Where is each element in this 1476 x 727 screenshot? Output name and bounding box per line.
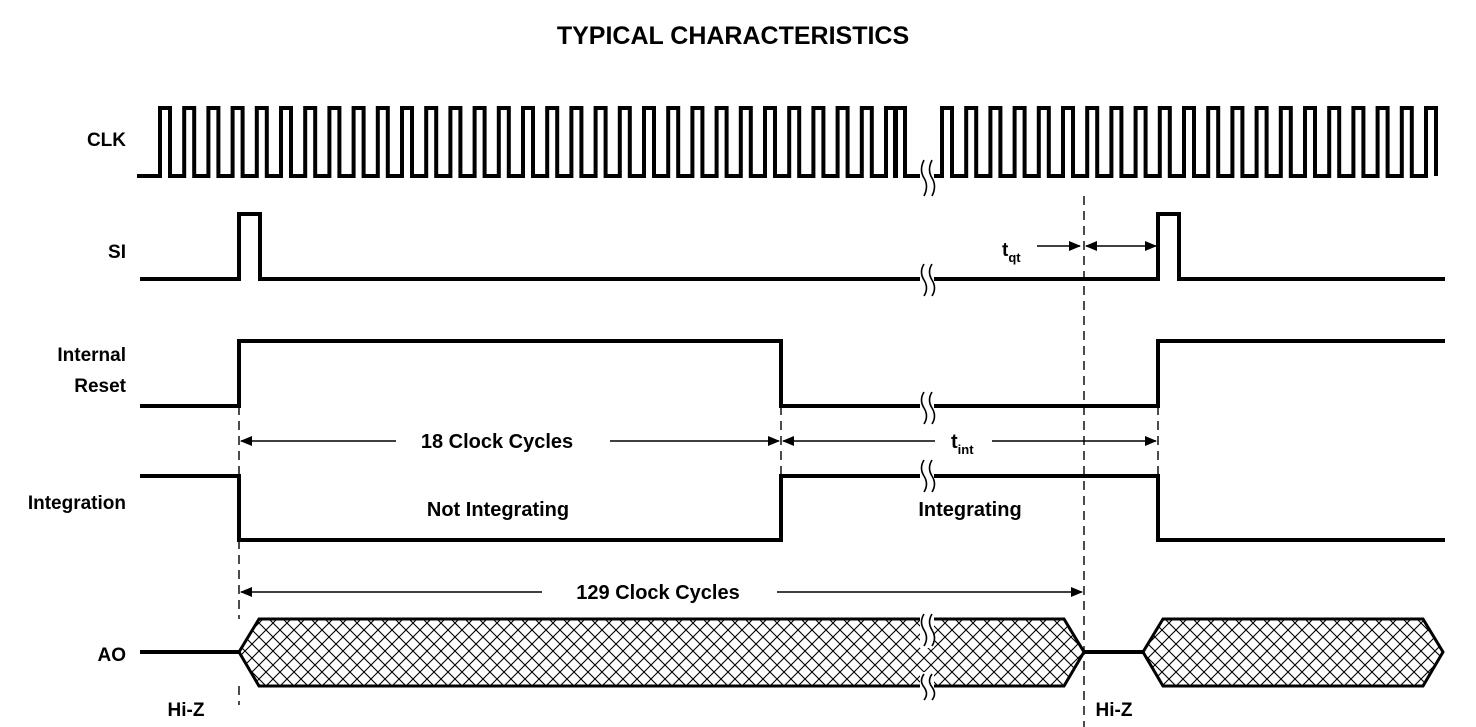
ao-data-valid-block-2 [1141, 617, 1445, 688]
clock18-annotation: 18 Clock Cycles [240, 431, 780, 453]
t-qt-label: tqt [1002, 240, 1021, 265]
internal-reset-waveform [140, 339, 1445, 408]
ao-label: AO [98, 645, 127, 666]
hiz-right-label: Hi-Z [1096, 700, 1133, 721]
t-int-annotation: tint [782, 431, 1157, 457]
si-waveform [140, 212, 1445, 281]
t-qt-annotation: tqt [1002, 240, 1157, 265]
clk-waveform [137, 106, 1438, 178]
integration-waveform [140, 474, 1445, 542]
time-break-marks [920, 158, 936, 702]
integrating-label: Integrating [918, 499, 1021, 521]
ao-data-valid-block-1 [237, 617, 1086, 688]
clock18-label: 18 Clock Cycles [421, 431, 573, 453]
internal-reset-label-line1: Internal [57, 345, 126, 366]
diagram-title: TYPICAL CHARACTERISTICS [557, 22, 909, 50]
integration-label: Integration [28, 493, 126, 514]
clock129-label: 129 Clock Cycles [576, 582, 739, 604]
si-label: SI [108, 242, 126, 263]
not-integrating-label: Not Integrating [427, 499, 569, 521]
t-int-label: tint [951, 431, 974, 457]
clock129-annotation: 129 Clock Cycles [240, 582, 1083, 604]
clk-label: CLK [87, 130, 126, 151]
internal-reset-label-line2: Reset [74, 376, 126, 397]
hiz-left-label: Hi-Z [168, 700, 205, 721]
